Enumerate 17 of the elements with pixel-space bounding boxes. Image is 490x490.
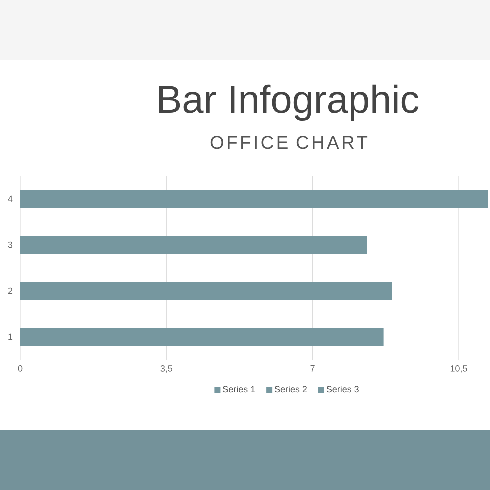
chart-title: Bar Infographic xyxy=(159,84,419,122)
bar xyxy=(20,328,384,346)
bar xyxy=(20,190,488,208)
y-tick-label: 1 xyxy=(8,334,13,340)
x-tick-label: 3,5 xyxy=(160,366,173,373)
bar xyxy=(20,282,392,300)
legend-label: Series 1 xyxy=(223,386,256,393)
x-tick-label: 10,5 xyxy=(450,366,468,373)
legend-label: Series 2 xyxy=(274,386,307,393)
x-tick-label: 7 xyxy=(310,366,315,372)
chart-subtitle: OFFICE CHART xyxy=(210,136,368,150)
y-tick-label: 2 xyxy=(8,288,13,294)
y-tick-label: 4 xyxy=(8,196,13,202)
y-tick-label: 3 xyxy=(8,242,13,248)
bar xyxy=(20,236,368,254)
legend-label: Series 3 xyxy=(326,386,359,393)
x-tick-label: 0 xyxy=(18,366,23,372)
